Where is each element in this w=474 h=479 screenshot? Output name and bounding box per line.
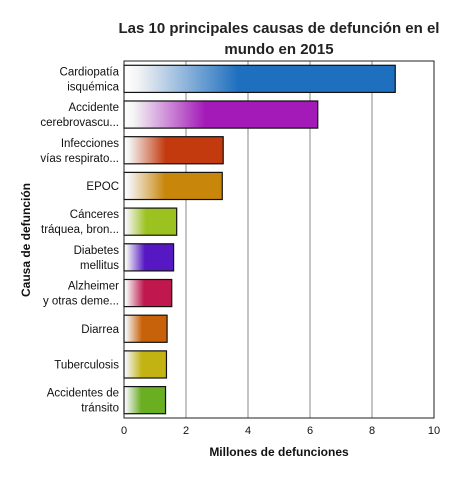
x-tick-label: 8 <box>369 425 375 437</box>
bar <box>123 243 175 272</box>
category-label: tráquea, bron... <box>41 224 119 236</box>
category-label: Accidentes de <box>47 388 119 400</box>
category-label: Alzheimer <box>68 281 119 293</box>
category-label: tránsito <box>81 403 119 415</box>
category-label: isquémica <box>67 81 119 93</box>
y-axis-title: Causa de defunción <box>19 183 33 297</box>
category-label: Diabetes <box>74 245 120 257</box>
category-label: Tuberculosis <box>54 359 119 371</box>
bar <box>123 136 224 165</box>
x-tick-label: 2 <box>183 425 189 437</box>
bar <box>123 278 173 308</box>
chart-title: Las 10 principales causas de defunción e… <box>119 20 440 58</box>
bar <box>123 64 396 94</box>
category-label: Cánceres <box>70 209 119 221</box>
category-label: Infecciones <box>61 138 119 150</box>
bar <box>123 171 223 201</box>
bar <box>123 207 178 236</box>
plot-border <box>123 60 435 419</box>
category-label: Cardiopatía <box>60 66 120 78</box>
bars <box>123 64 396 415</box>
category-label: EPOC <box>86 181 119 193</box>
category-labels: Cardiopatía isquémica Accidente cerebrovasc… <box>40 66 119 414</box>
category-label: cerebrovascu... <box>40 117 119 129</box>
x-axis-title: Millones de defunciones <box>209 445 349 459</box>
bar <box>123 100 319 129</box>
x-tick-label: 6 <box>307 425 313 437</box>
category-label: mellitus <box>80 260 119 272</box>
x-tick-labels: 0 2 4 6 8 10 <box>121 425 440 437</box>
chart-title-line: mundo en 2015 <box>224 41 333 58</box>
chart-title-line: Las 10 principales causas de defunción e… <box>119 20 440 37</box>
x-tick-label: 4 <box>245 425 251 437</box>
category-label: y otras deme... <box>43 296 119 308</box>
bar <box>123 350 168 379</box>
category-label: Accidente <box>68 102 119 114</box>
x-tick-label: 10 <box>428 425 440 437</box>
bar <box>123 314 168 343</box>
category-label: Diarrea <box>81 324 119 336</box>
category-label: vías respirato... <box>40 153 119 165</box>
bar <box>123 385 167 415</box>
x-tick-label: 0 <box>121 425 127 437</box>
